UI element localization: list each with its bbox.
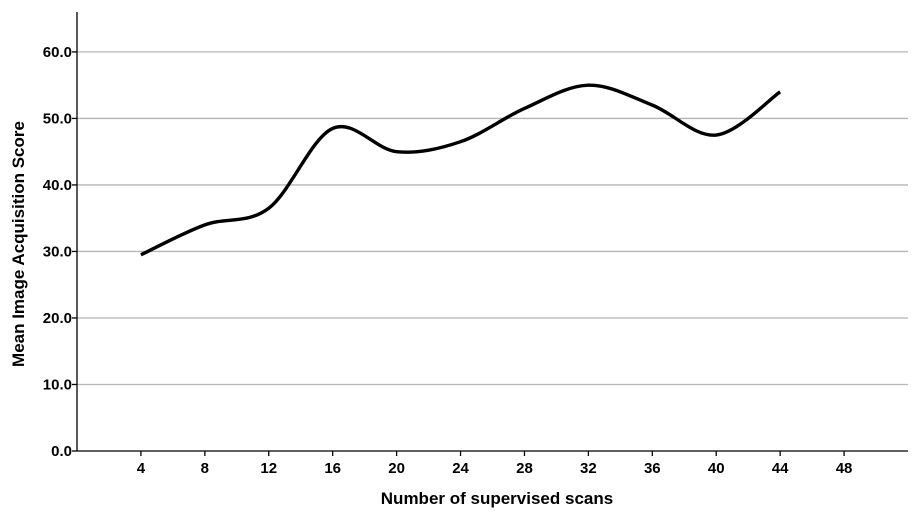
x-tick-label: 16 bbox=[324, 460, 341, 477]
series-line bbox=[140, 83, 782, 257]
x-tick-label: 36 bbox=[644, 460, 661, 477]
y-tick-label: 20.0 bbox=[43, 310, 72, 327]
x-tick-label: 40 bbox=[708, 460, 725, 477]
y-tick-label: 10.0 bbox=[43, 376, 72, 393]
x-tick-label: 20 bbox=[388, 460, 405, 477]
x-tick-label: 24 bbox=[452, 460, 469, 477]
y-tick-label: 40.0 bbox=[43, 177, 72, 194]
x-tick-label: 4 bbox=[137, 460, 146, 477]
y-tick-label: 0.0 bbox=[51, 443, 72, 460]
gridlines bbox=[77, 51, 908, 386]
axes bbox=[72, 12, 908, 456]
y-tick-label: 50.0 bbox=[43, 110, 72, 127]
x-tick-label: 8 bbox=[201, 460, 209, 477]
y-tick-label: 30.0 bbox=[43, 243, 72, 260]
y-tick-labels: 0.0 10.0 20.0 30.0 40.0 50.0 60.0 bbox=[43, 44, 72, 460]
y-axis-title: Mean Image Acquisition Score bbox=[9, 121, 28, 367]
x-tick-labels: 4 8 12 16 20 24 28 32 36 40 44 48 bbox=[137, 460, 853, 477]
x-tick-label: 12 bbox=[260, 460, 277, 477]
x-tick-label: 32 bbox=[580, 460, 597, 477]
x-tick-label: 28 bbox=[516, 460, 533, 477]
y-tick-label: 60.0 bbox=[43, 44, 72, 61]
series bbox=[140, 83, 782, 257]
x-tick-label: 44 bbox=[772, 460, 789, 477]
x-axis-title: Number of supervised scans bbox=[381, 489, 613, 508]
x-tick-label: 48 bbox=[836, 460, 853, 477]
